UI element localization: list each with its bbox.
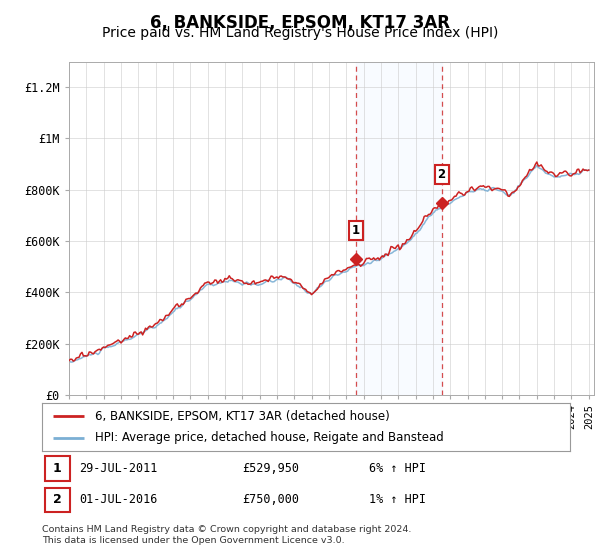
FancyBboxPatch shape [44, 456, 70, 480]
FancyBboxPatch shape [44, 488, 70, 512]
Text: 1% ↑ HPI: 1% ↑ HPI [370, 493, 427, 506]
Text: Price paid vs. HM Land Registry's House Price Index (HPI): Price paid vs. HM Land Registry's House … [102, 26, 498, 40]
Text: 2: 2 [53, 493, 62, 506]
Text: 6, BANKSIDE, EPSOM, KT17 3AR (detached house): 6, BANKSIDE, EPSOM, KT17 3AR (detached h… [95, 409, 389, 423]
Text: £750,000: £750,000 [242, 493, 299, 506]
Text: 2: 2 [437, 168, 446, 181]
Text: £529,950: £529,950 [242, 462, 299, 475]
Text: 01-JUL-2016: 01-JUL-2016 [79, 493, 157, 506]
Text: Contains HM Land Registry data © Crown copyright and database right 2024.
This d: Contains HM Land Registry data © Crown c… [42, 525, 412, 545]
Text: 6% ↑ HPI: 6% ↑ HPI [370, 462, 427, 475]
Text: 29-JUL-2011: 29-JUL-2011 [79, 462, 157, 475]
Text: 1: 1 [352, 224, 360, 237]
Bar [356, 62, 442, 395]
Text: HPI: Average price, detached house, Reigate and Banstead: HPI: Average price, detached house, Reig… [95, 431, 443, 445]
Text: 6, BANKSIDE, EPSOM, KT17 3AR: 6, BANKSIDE, EPSOM, KT17 3AR [150, 14, 450, 32]
Text: 1: 1 [53, 462, 62, 475]
